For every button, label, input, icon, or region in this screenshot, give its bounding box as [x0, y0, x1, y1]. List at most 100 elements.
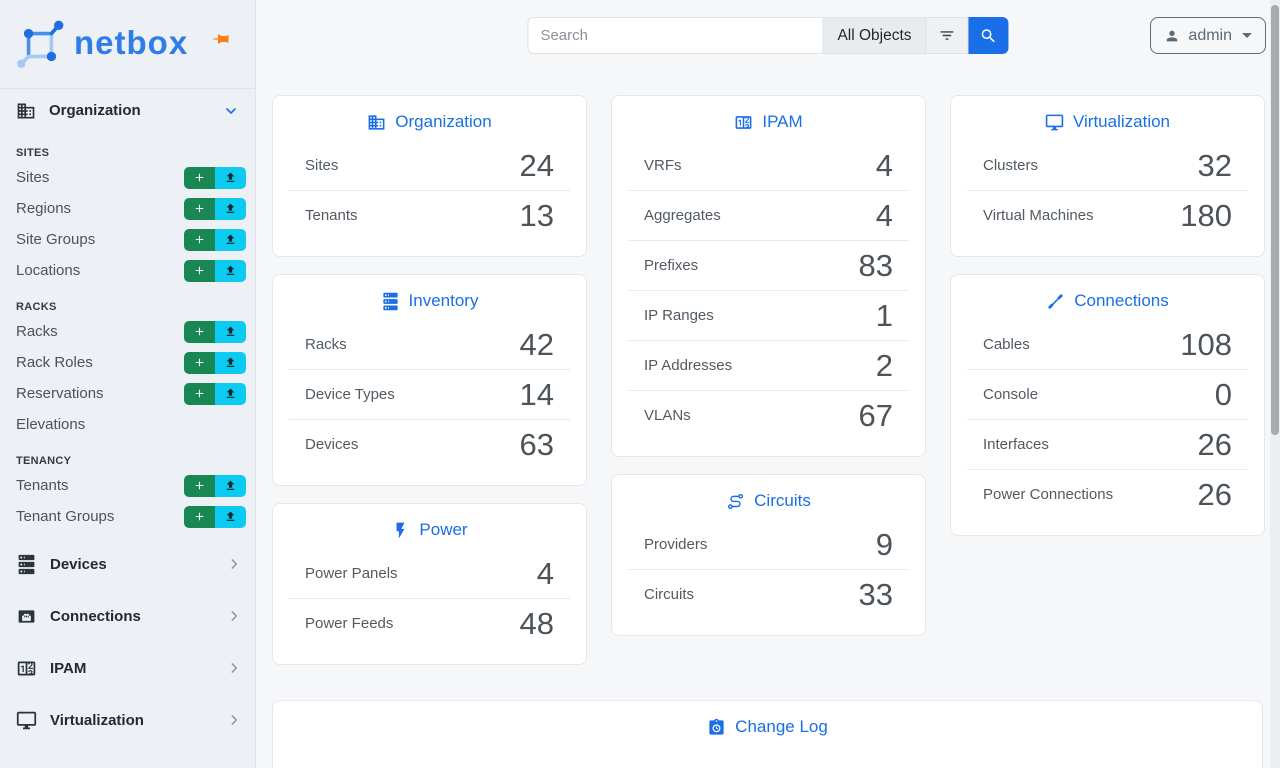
add-button[interactable]: [184, 166, 215, 189]
sidebar-section-devices[interactable]: Devices: [0, 538, 255, 590]
search-button[interactable]: [968, 17, 1009, 54]
sidebar-section-ipam[interactable]: IPAM: [0, 642, 255, 694]
sidebar-section-organization[interactable]: Organization: [0, 88, 255, 132]
building-icon: [368, 114, 385, 130]
organization-card-title[interactable]: Organization: [273, 96, 586, 140]
sidebar-item-label[interactable]: Tenants: [16, 477, 69, 494]
add-button[interactable]: [184, 474, 215, 497]
stat-value: 1: [875, 298, 893, 333]
user-menu-label: admin: [1188, 26, 1232, 44]
add-button[interactable]: [184, 320, 215, 343]
stat-row: IP Addresses 2: [628, 340, 909, 390]
import-button[interactable]: [215, 505, 246, 528]
sidebar-item-tenant-groups[interactable]: Tenant Groups: [0, 501, 255, 532]
sidebar-item-tenants[interactable]: Tenants: [0, 470, 255, 501]
import-button[interactable]: [215, 197, 246, 220]
sidebar-item-reservations[interactable]: Reservations: [0, 378, 255, 409]
ipam-card-title[interactable]: IPAM: [612, 96, 925, 140]
sidebar-item-label[interactable]: Locations: [16, 262, 81, 279]
add-button[interactable]: [184, 228, 215, 251]
stat-row: Devices 63: [289, 419, 570, 469]
sidebar-collapsed-sections: Devices Connections IPAM Virtualization: [0, 538, 255, 746]
sidebar-item-label[interactable]: Site Groups: [16, 231, 96, 248]
dashboard-column-3: Virtualization Clusters 32 Virtual Machi…: [950, 95, 1265, 536]
lightning-icon: [396, 522, 405, 538]
sidebar-item-site-groups[interactable]: Site Groups: [0, 224, 255, 255]
stat-label: Power Panels: [305, 564, 398, 582]
circuits-card: Circuits Providers 9 Circuits 33: [611, 474, 926, 636]
netbox-logo-icon: [17, 20, 64, 68]
stat-row: Tenants 13: [289, 190, 570, 240]
stat-row: IP Ranges 1: [628, 290, 909, 340]
sidebar-section-label: IPAM: [50, 659, 87, 677]
sidebar-item-label[interactable]: Regions: [16, 200, 72, 217]
import-button[interactable]: [215, 166, 246, 189]
import-button[interactable]: [215, 228, 246, 251]
stat-label: IP Addresses: [644, 357, 733, 374]
netbox-wordmark: netbox: [74, 23, 189, 61]
sidebar-section-connections[interactable]: Connections: [0, 590, 255, 642]
import-button[interactable]: [215, 474, 246, 497]
sidebar-item-label[interactable]: Reservations: [16, 385, 104, 402]
chevron-right-icon: [231, 715, 238, 725]
stat-label: Power Connections: [983, 486, 1114, 503]
filter-button[interactable]: [925, 17, 969, 54]
sidebar-item-racks[interactable]: Racks: [0, 316, 255, 347]
import-button[interactable]: [215, 351, 246, 374]
sidebar-item-label[interactable]: Elevations: [16, 416, 86, 433]
sidebar-item-label[interactable]: Rack Roles: [16, 354, 93, 371]
stat-row: Power Feeds 48: [289, 598, 570, 648]
circuits-card-title[interactable]: Circuits: [612, 475, 925, 519]
scrollbar-thumb[interactable]: [1271, 5, 1279, 435]
stat-value: 63: [519, 427, 554, 462]
sidebar-section-label: Virtualization: [50, 711, 144, 729]
stat-value: 26: [1197, 427, 1232, 462]
sidebar-section-virtualization[interactable]: Virtualization: [0, 694, 255, 746]
power-card-title[interactable]: Power: [273, 504, 586, 548]
counter-icon: [735, 115, 752, 129]
item-action-buttons: [184, 228, 246, 251]
card-title-text: IPAM: [762, 112, 803, 131]
import-button[interactable]: [215, 320, 246, 343]
sidebar-group-header-racks: RACKS: [16, 301, 57, 313]
add-button[interactable]: [184, 197, 215, 220]
stat-row: Power Panels 4: [289, 548, 570, 598]
sidebar-item-rack-roles[interactable]: Rack Roles: [0, 347, 255, 378]
stat-row: VRFs 4: [628, 140, 909, 190]
add-button[interactable]: [184, 351, 215, 374]
chevron-right-icon: [231, 663, 238, 673]
sidebar-item-label[interactable]: Sites: [16, 169, 50, 186]
sidebar-item-label[interactable]: Tenant Groups: [16, 508, 115, 525]
stat-row: Console 0: [967, 369, 1248, 419]
add-button[interactable]: [184, 382, 215, 405]
search-scope-select[interactable]: All Objects: [822, 17, 926, 54]
sidebar-item-regions[interactable]: Regions: [0, 193, 255, 224]
add-button[interactable]: [184, 505, 215, 528]
stat-value: 48: [519, 606, 554, 641]
stat-label: Prefixes: [644, 257, 699, 274]
sidebar-pin-icon[interactable]: [212, 30, 230, 48]
building-icon: [17, 103, 35, 118]
server-icon: [382, 292, 398, 310]
stat-value: 13: [519, 198, 554, 233]
sidebar-item-label[interactable]: Racks: [16, 323, 58, 340]
inventory-card-title[interactable]: Inventory: [273, 275, 586, 319]
user-menu-button[interactable]: admin: [1150, 17, 1266, 54]
sidebar-item-elevations[interactable]: Elevations: [0, 409, 255, 440]
add-button[interactable]: [184, 259, 215, 282]
stat-value: 4: [536, 555, 554, 591]
stat-row: Prefixes 83: [628, 240, 909, 290]
stat-row: Cables 108: [967, 319, 1248, 369]
monitor-icon: [16, 711, 37, 729]
changelog-card-title[interactable]: Change Log: [273, 701, 1262, 745]
sidebar-item-sites[interactable]: Sites: [0, 162, 255, 193]
import-button[interactable]: [215, 382, 246, 405]
sidebar-item-locations[interactable]: Locations: [0, 255, 255, 286]
import-button[interactable]: [215, 259, 246, 282]
stat-label: IP Ranges: [644, 307, 714, 324]
netbox-logo[interactable]: netbox: [0, 0, 255, 88]
search-input[interactable]: [527, 17, 823, 54]
connections-card-title[interactable]: Connections: [951, 275, 1264, 319]
virtualization-card-title[interactable]: Virtualization: [951, 96, 1264, 140]
